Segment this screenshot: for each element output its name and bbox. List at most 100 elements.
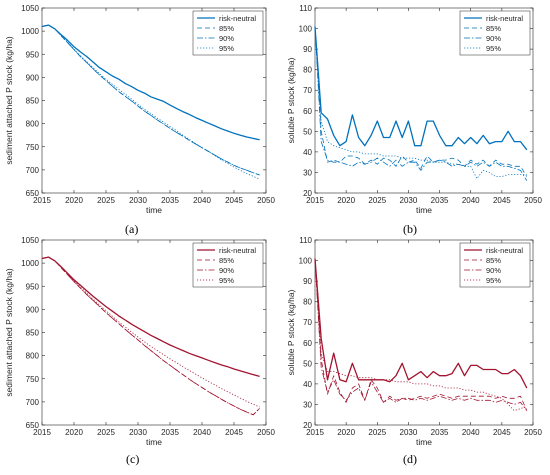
y-tick-label: 50 — [303, 359, 312, 368]
x-tick-label: 2035 — [161, 428, 179, 437]
chart-c: 2015 2020 2025 2030 2035 2040 2045 2050 650 700 75… — [4, 236, 275, 447]
y-tick-label: 110 — [299, 236, 312, 245]
y-tick-label: 110 — [299, 4, 312, 13]
y-tick-label: 90 — [303, 277, 312, 286]
y-tick-label: 650 — [26, 421, 40, 430]
series-line-solid — [314, 258, 528, 389]
y-tick-label: 80 — [303, 298, 312, 307]
x-tick-label: 2015 — [33, 196, 51, 205]
y-tick-label: 20 — [303, 189, 312, 198]
legend-label: risk-neutral — [486, 246, 523, 255]
legend-label: 95% — [486, 276, 501, 285]
x-tick-label: 2025 — [368, 428, 386, 437]
legend-label: risk-neutral — [219, 246, 256, 255]
series-line-dashdot — [41, 24, 260, 176]
x-tick-label: 2020 — [337, 196, 355, 205]
caption-c: (c) — [126, 452, 140, 466]
y-tick-label: 950 — [26, 282, 40, 291]
x-tick-label: 2045 — [225, 428, 243, 437]
legend-label: 95% — [486, 44, 501, 53]
x-tick-label: 2020 — [65, 196, 83, 205]
y-tick-label: 20 — [303, 421, 312, 430]
legend-label: 90% — [486, 266, 501, 275]
y-tick-label: 70 — [303, 86, 312, 95]
y-axis-label: soluble P stock (kg/ha) — [286, 57, 296, 143]
legend-label: 85% — [219, 24, 234, 33]
y-tick-label: 850 — [26, 329, 40, 338]
series-line-dashdot — [314, 258, 528, 411]
y-tick-label: 40 — [303, 148, 312, 157]
y-tick-label: 700 — [26, 166, 40, 175]
x-tick-label: 2025 — [97, 428, 115, 437]
y-axis-label: sediment attached P stock (kg/ha) — [4, 268, 14, 397]
series-line-solid — [314, 26, 528, 151]
y-tick-label: 700 — [26, 398, 40, 407]
legend-box — [192, 10, 264, 56]
x-tick-label: 2015 — [33, 428, 51, 437]
y-tick-label: 40 — [303, 380, 312, 389]
y-tick-label: 800 — [26, 352, 40, 361]
y-tick-label: 850 — [26, 97, 40, 106]
x-tick-label: 2020 — [337, 428, 355, 437]
x-tick-label: 2030 — [129, 428, 147, 437]
x-tick-label: 2030 — [400, 196, 418, 205]
x-tick-label: 2040 — [193, 196, 211, 205]
legend-label: 90% — [219, 34, 234, 43]
x-tick-label: 2040 — [193, 428, 211, 437]
legend-label: 95% — [219, 276, 234, 285]
x-axis-label: time — [146, 437, 162, 447]
x-tick-label: 2050 — [257, 196, 275, 205]
series-line-solid — [41, 256, 260, 378]
series-line-dotted — [41, 24, 260, 180]
x-tick-label: 2035 — [431, 428, 449, 437]
y-tick-label: 650 — [26, 189, 40, 198]
x-tick-label: 2025 — [368, 196, 386, 205]
y-tick-label: 900 — [26, 305, 40, 314]
series-line-dotted — [314, 258, 527, 412]
y-tick-label: 30 — [303, 400, 312, 409]
x-tick-label: 2030 — [400, 428, 418, 437]
legend-label: risk-neutral — [486, 14, 523, 23]
series-line-dashed — [314, 258, 528, 411]
x-tick-label: 2045 — [225, 196, 243, 205]
y-tick-label: 60 — [303, 339, 312, 348]
y-tick-label: 60 — [303, 107, 312, 116]
y-tick-label: 750 — [26, 143, 40, 152]
x-axis-label: time — [146, 205, 162, 215]
series-line-dashed — [314, 26, 528, 177]
x-tick-label: 2035 — [161, 196, 179, 205]
legend-label: 85% — [486, 256, 501, 265]
chart-d: 2015 2020 2025 2030 2035 2040 2045 205020304050… — [286, 236, 542, 447]
x-tick-label: 2020 — [65, 428, 83, 437]
y-tick-label: 1050 — [21, 236, 39, 245]
x-axis-label: time — [416, 205, 432, 215]
y-tick-label: 1000 — [21, 259, 39, 268]
x-tick-label: 2015 — [306, 196, 324, 205]
legend-label: 85% — [486, 24, 501, 33]
x-tick-label: 2040 — [462, 428, 480, 437]
x-tick-label: 2045 — [493, 196, 511, 205]
legend-label: risk-neutral — [219, 14, 256, 23]
chart-a: 2015 2020 2025 2030 2035 2040 2045 2050 650 700 75… — [4, 4, 275, 215]
y-tick-label: 900 — [26, 73, 40, 82]
y-tick-label: 90 — [303, 45, 312, 54]
y-axis-label: sediment attached P stock (kg/ha) — [4, 36, 14, 165]
x-tick-label: 2015 — [306, 428, 324, 437]
legend-label: 95% — [219, 44, 234, 53]
legend-box — [459, 242, 531, 288]
caption-a: (a) — [125, 222, 139, 236]
y-tick-label: 100 — [299, 257, 313, 266]
series-line-dotted — [314, 26, 527, 180]
caption-b: (b) — [403, 222, 417, 236]
x-axis-label: time — [416, 437, 432, 447]
legend-label: 90% — [486, 34, 501, 43]
y-tick-label: 750 — [26, 375, 40, 384]
x-tick-label: 2050 — [257, 428, 275, 437]
y-tick-label: 950 — [26, 50, 40, 59]
y-tick-label: 30 — [303, 168, 312, 177]
